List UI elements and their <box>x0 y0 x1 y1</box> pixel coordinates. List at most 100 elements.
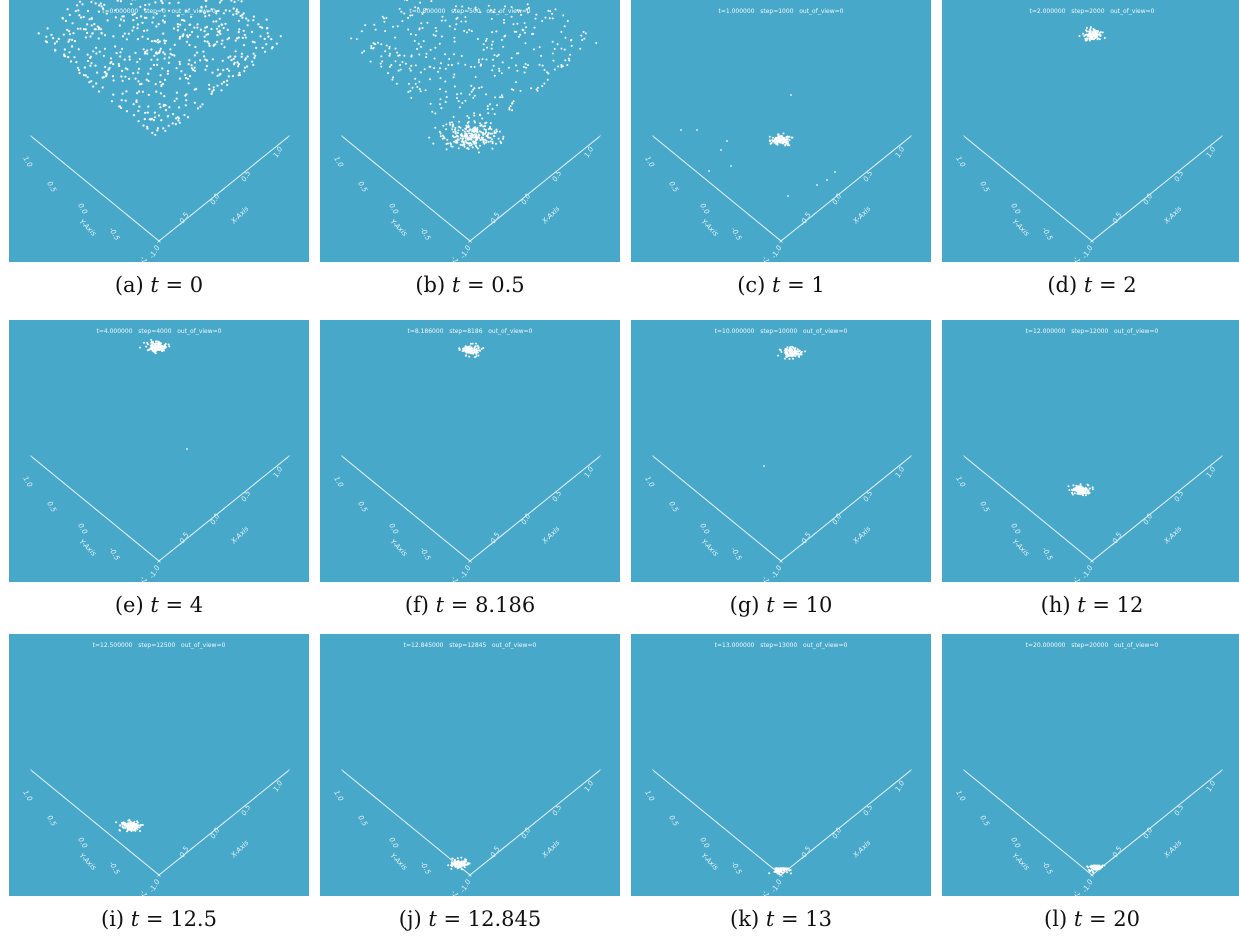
particle <box>491 147 494 150</box>
particle <box>479 122 481 125</box>
particle <box>772 140 775 142</box>
x-axis-tick <box>189 847 194 851</box>
particle <box>235 10 238 13</box>
particle <box>265 18 268 21</box>
particle <box>1079 493 1082 496</box>
status-readout: t=20.000000 step=20000 out_of_view=0 <box>1025 642 1159 649</box>
particle <box>464 132 467 135</box>
particle <box>444 19 447 22</box>
panel-caption: (f) t = 8.186 <box>320 593 620 617</box>
particle <box>792 354 795 357</box>
particle <box>141 824 144 826</box>
caption-time-value: 0 <box>189 273 204 297</box>
particle <box>449 123 452 126</box>
particle <box>783 357 786 360</box>
x-tick-label: 1.0 <box>272 465 285 479</box>
y-tick-label: -0.5 <box>107 226 121 242</box>
particle <box>403 0 406 1</box>
particle <box>114 45 117 48</box>
particle <box>516 22 519 25</box>
particle <box>444 53 446 56</box>
particle <box>185 93 188 96</box>
x-axis-tick <box>811 847 816 851</box>
particle <box>1097 37 1100 40</box>
particle <box>101 7 105 10</box>
particle <box>196 107 199 110</box>
particle <box>244 36 247 39</box>
particle <box>457 865 460 868</box>
particle <box>112 63 115 66</box>
particle-plot: 1.00.50.0-0.5-1.0-1.0-0.50.00.51.0Y-Axis… <box>21 338 290 582</box>
particle <box>792 357 794 360</box>
particle <box>173 43 176 47</box>
particle <box>816 184 818 186</box>
y-axis-tick <box>93 507 98 511</box>
particle <box>208 14 211 17</box>
particle <box>482 131 485 134</box>
x-axis-tick <box>779 239 783 243</box>
particle-cloud <box>458 342 485 359</box>
particle <box>164 342 167 345</box>
x-axis-tick <box>157 559 161 563</box>
particle <box>463 145 466 148</box>
particle <box>162 51 165 54</box>
particle <box>226 67 229 71</box>
particle <box>119 824 122 827</box>
particle <box>105 12 108 15</box>
y-tick-label: -0.5 <box>1040 860 1054 876</box>
particle <box>410 54 413 57</box>
y-axis-tick <box>683 481 688 485</box>
particle <box>475 342 477 345</box>
y-axis-tick <box>963 135 967 139</box>
y-axis-label: Y-Axis <box>1011 218 1031 238</box>
particle <box>99 2 102 5</box>
particle <box>1082 491 1085 494</box>
particle <box>401 20 404 23</box>
particle <box>196 26 199 29</box>
particle <box>480 86 483 89</box>
particle <box>478 87 481 89</box>
particle <box>139 346 141 349</box>
particle <box>521 29 524 32</box>
caption-time-value: 12 <box>1116 593 1144 617</box>
particle <box>730 165 732 167</box>
particle <box>489 122 492 125</box>
particle <box>525 26 528 29</box>
particle <box>125 90 128 93</box>
particle <box>144 50 147 54</box>
particle <box>132 72 135 75</box>
particle <box>543 69 546 71</box>
particle <box>468 28 471 31</box>
status-readout: t=2.000000 step=2000 out_of_view=0 <box>1029 8 1155 15</box>
particle <box>541 64 544 67</box>
y-tick-label: 0.5 <box>356 180 369 194</box>
particle <box>194 45 197 49</box>
particle <box>109 62 112 65</box>
particle <box>450 862 453 864</box>
particle <box>138 58 141 61</box>
y-axis-tick <box>30 455 34 459</box>
particle <box>54 48 57 51</box>
particle <box>220 82 223 85</box>
particle <box>516 9 519 11</box>
caption-variable: t <box>759 907 775 931</box>
particle <box>383 20 386 23</box>
particle <box>396 25 399 28</box>
particle <box>97 10 100 13</box>
particle <box>493 113 496 116</box>
particle <box>212 20 215 23</box>
particle <box>457 135 460 138</box>
particle <box>211 58 214 61</box>
particle <box>549 10 552 13</box>
x-axis-tick <box>1090 559 1094 563</box>
particle <box>188 75 192 78</box>
particle <box>103 47 107 50</box>
particle <box>147 79 150 83</box>
particle <box>216 74 219 77</box>
particle <box>418 88 421 90</box>
particle <box>1084 486 1087 489</box>
caption-letter: (d) <box>1047 273 1078 297</box>
particle <box>1082 490 1085 493</box>
status-readout: t=10.000000 step=10000 out_of_view=0 <box>714 328 848 335</box>
x-axis-label: X-Axis <box>851 839 873 861</box>
